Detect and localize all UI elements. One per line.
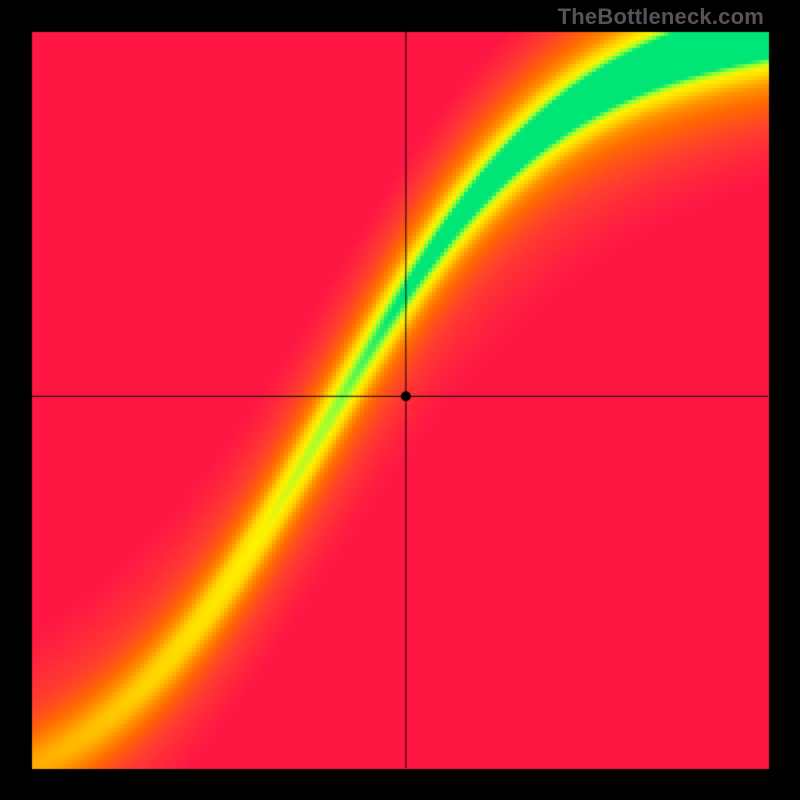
chart-container: TheBottleneck.com — [0, 0, 800, 800]
heatmap-canvas — [0, 0, 800, 800]
watermark-text: TheBottleneck.com — [558, 4, 764, 30]
